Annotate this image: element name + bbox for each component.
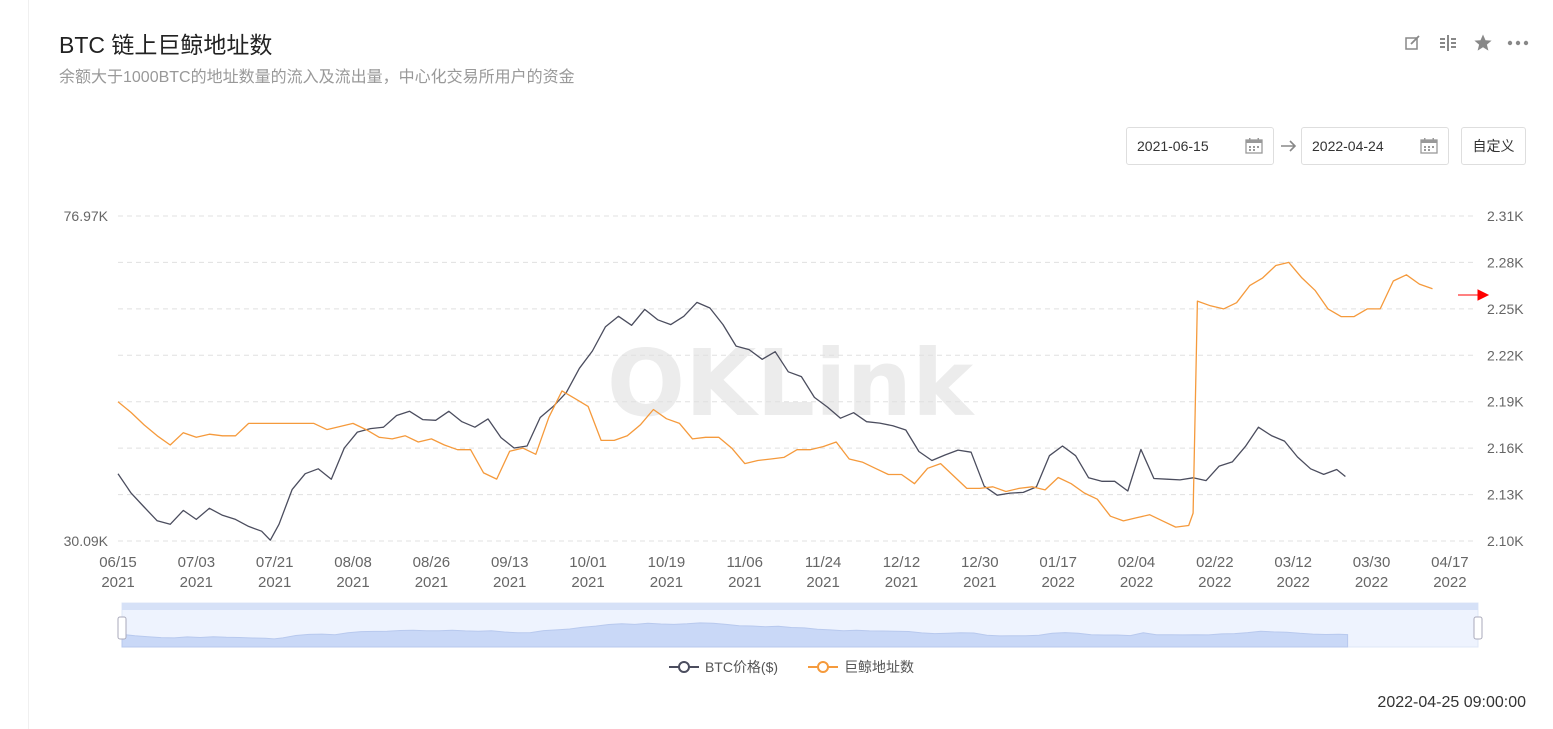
x-tick-label: 07/03: [178, 554, 216, 571]
x-tick-label: 04/17: [1431, 554, 1469, 571]
x-tick-year-label: 2021: [415, 574, 448, 591]
x-tick-label: 02/22: [1196, 554, 1234, 571]
x-tick-year-label: 2021: [806, 574, 839, 591]
edit-icon[interactable]: [1400, 30, 1425, 55]
x-tick-label: 01/17: [1039, 554, 1077, 571]
x-tick-year-label: 2022: [1041, 574, 1074, 591]
x-tick-year-label: 2021: [258, 574, 291, 591]
y-right-tick-label: 2.19K: [1487, 394, 1524, 410]
legend-price-label: BTC价格($): [704, 659, 779, 675]
navigator-area: [121, 622, 1349, 648]
x-tick-year-label: 2021: [101, 574, 134, 591]
x-tick-label: 12/30: [961, 554, 999, 571]
x-tick-year-label: 2021: [336, 574, 369, 591]
star-icon[interactable]: [1470, 30, 1495, 55]
y-right-tick-label: 2.13K: [1487, 487, 1524, 503]
watermark: OKLink: [607, 330, 975, 437]
y-right-tick-label: 2.28K: [1487, 254, 1524, 270]
page-title: BTC 链上巨鲸地址数: [59, 32, 273, 58]
legend-whales-label: 巨鲸地址数: [844, 659, 915, 675]
navigator-handle-right[interactable]: [1473, 616, 1483, 640]
arrow-right-icon: [1281, 140, 1297, 152]
x-tick-label: 09/13: [491, 554, 529, 571]
more-icon[interactable]: [1505, 30, 1530, 55]
calendar-icon: [1245, 138, 1263, 154]
x-tick-label: 06/15: [99, 554, 137, 571]
y-right-tick-label: 2.31K: [1487, 208, 1524, 224]
x-tick-label: 03/30: [1353, 554, 1391, 571]
arrow-annotation: [1458, 289, 1490, 301]
split-icon[interactable]: [1435, 30, 1460, 55]
x-tick-label: 11/06: [727, 554, 763, 571]
navigator-top-bar[interactable]: [122, 603, 1478, 610]
y-left-tick-label: 76.97K: [64, 208, 109, 224]
update-timestamp: 2022-04-25 09:00:00: [1377, 694, 1526, 711]
y-left-tick-label: 30.09K: [64, 533, 109, 549]
x-tick-year-label: 2022: [1198, 574, 1231, 591]
toolbar: [1400, 30, 1530, 55]
legend-item-price[interactable]: BTC价格($): [668, 657, 779, 677]
legend: BTC价格($) 巨鲸地址数: [0, 657, 1553, 677]
custom-range-button[interactable]: 自定义: [1461, 127, 1526, 165]
x-tick-label: 11/24: [805, 554, 841, 571]
start-date-input[interactable]: 2021-06-15: [1126, 127, 1274, 165]
x-tick-year-label: 2021: [180, 574, 213, 591]
x-tick-label: 12/12: [883, 554, 921, 571]
series-line-whales: [117, 261, 1433, 528]
start-date-value: 2021-06-15: [1137, 138, 1209, 154]
x-tick-year-label: 2021: [885, 574, 918, 591]
end-date-value: 2022-04-24: [1312, 138, 1384, 154]
x-tick-label: 08/08: [334, 554, 372, 571]
legend-whales-marker: [808, 661, 839, 673]
x-tick-label: 10/19: [648, 554, 686, 571]
x-tick-label: 08/26: [413, 554, 451, 571]
x-tick-year-label: 2022: [1277, 574, 1310, 591]
calendar-icon: [1420, 138, 1438, 154]
x-tick-year-label: 2022: [1120, 574, 1153, 591]
x-tick-year-label: 2021: [650, 574, 683, 591]
x-tick-year-label: 2022: [1433, 574, 1466, 591]
series-line-price: [117, 301, 1346, 541]
page-subtitle: 余额大于1000BTC的地址数量的流入及流出量，中心化交易所用户的资金: [59, 69, 575, 86]
y-right-tick-label: 2.22K: [1487, 347, 1524, 363]
x-tick-label: 03/12: [1274, 554, 1312, 571]
x-tick-label: 02/04: [1118, 554, 1156, 571]
legend-price-marker: [668, 661, 699, 673]
range-navigator[interactable]: [117, 602, 1483, 648]
x-tick-year-label: 2021: [571, 574, 604, 591]
y-right-tick-label: 2.16K: [1487, 440, 1524, 456]
y-right-tick-label: 2.25K: [1487, 301, 1524, 317]
end-date-input[interactable]: 2022-04-24: [1301, 127, 1449, 165]
x-tick-label: 07/21: [256, 554, 294, 571]
panel-border: [28, 0, 29, 729]
y-right-tick-label: 2.10K: [1487, 533, 1524, 549]
x-tick-year-label: 2022: [1355, 574, 1388, 591]
x-tick-year-label: 2021: [493, 574, 526, 591]
navigator-handle-left[interactable]: [117, 616, 127, 640]
legend-item-whales[interactable]: 巨鲸地址数: [808, 657, 914, 677]
x-tick-year-label: 2021: [963, 574, 996, 591]
x-tick-label: 10/01: [569, 554, 607, 571]
x-tick-year-label: 2021: [728, 574, 761, 591]
